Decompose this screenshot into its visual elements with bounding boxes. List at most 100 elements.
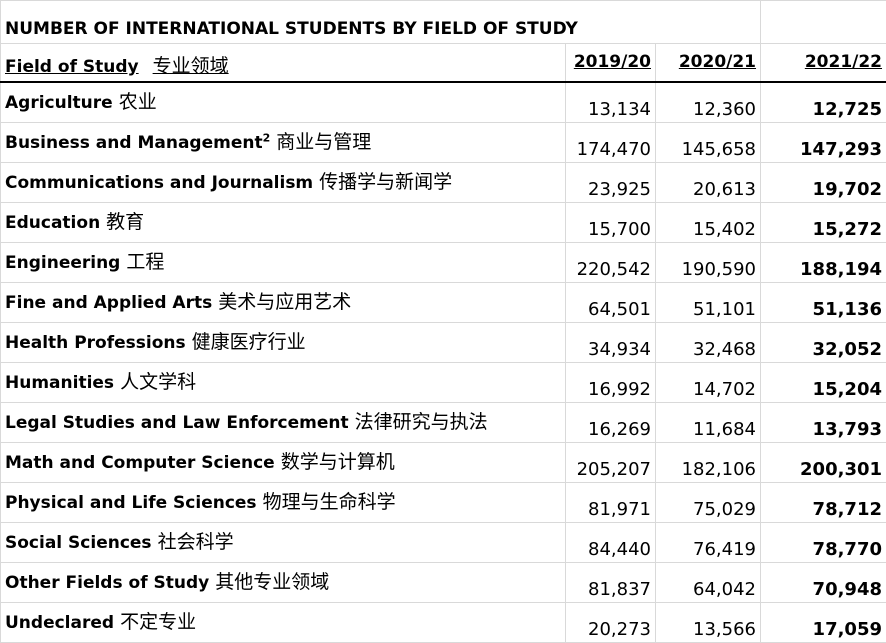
value-2021-22[interactable]: 12,725 xyxy=(761,82,886,123)
field-name-cn: 人文学科 xyxy=(120,371,196,393)
field-name-en: Math and Computer Science xyxy=(5,453,275,473)
field-name-cn: 教育 xyxy=(106,211,144,233)
value-2020-21[interactable]: 75,029 xyxy=(656,483,761,523)
field-name-en: Health Professions xyxy=(5,333,186,353)
value-2019-20[interactable]: 81,837 xyxy=(566,563,656,603)
field-name-en: Other Fields of Study xyxy=(5,573,209,593)
field-name-en: Undeclared xyxy=(5,613,114,633)
field-name-cn: 其他专业领域 xyxy=(215,571,329,593)
value-2021-22[interactable]: 147,293 xyxy=(761,123,886,163)
value-2020-21[interactable]: 64,042 xyxy=(656,563,761,603)
value-2020-21[interactable]: 145,658 xyxy=(656,123,761,163)
value-2019-20[interactable]: 23,925 xyxy=(566,163,656,203)
value-2021-22[interactable]: 15,204 xyxy=(761,363,886,403)
value-2019-20[interactable]: 13,134 xyxy=(566,82,656,123)
value-2019-20[interactable]: 15,700 xyxy=(566,203,656,243)
field-name-en: Legal Studies and Law Enforcement xyxy=(5,413,349,433)
field-name-en: Education xyxy=(5,213,100,233)
field-cell[interactable]: Humanities 人文学科 xyxy=(1,363,566,403)
value-2021-22[interactable]: 78,770 xyxy=(761,523,886,563)
value-2020-21[interactable]: 51,101 xyxy=(656,283,761,323)
field-cell[interactable]: Engineering 工程 xyxy=(1,243,566,283)
field-cell[interactable]: Physical and Life Sciences 物理与生命科学 xyxy=(1,483,566,523)
title-row: NUMBER OF INTERNATIONAL STUDENTS BY FIEL… xyxy=(1,1,886,44)
field-name-cn: 工程 xyxy=(126,251,164,273)
field-cell[interactable]: Fine and Applied Arts 美术与应用艺术 xyxy=(1,283,566,323)
field-name-cn: 物理与生命科学 xyxy=(263,491,396,513)
value-2021-22[interactable]: 188,194 xyxy=(761,243,886,283)
field-name-en: Engineering xyxy=(5,253,120,273)
field-name-en: Social Sciences xyxy=(5,533,152,553)
value-2019-20[interactable]: 220,542 xyxy=(566,243,656,283)
field-cell[interactable]: Math and Computer Science 数学与计算机 xyxy=(1,443,566,483)
value-2020-21[interactable]: 32,468 xyxy=(656,323,761,363)
value-2019-20[interactable]: 205,207 xyxy=(566,443,656,483)
field-cell[interactable]: Education 教育 xyxy=(1,203,566,243)
field-name-cn: 数学与计算机 xyxy=(281,451,395,473)
field-name-en: Humanities xyxy=(5,373,114,393)
header-year-2019[interactable]: 2019/20 xyxy=(566,44,656,83)
value-2019-20[interactable]: 16,992 xyxy=(566,363,656,403)
field-name-cn: 农业 xyxy=(119,91,157,113)
field-cell[interactable]: Other Fields of Study 其他专业领域 xyxy=(1,563,566,603)
value-2019-20[interactable]: 81,971 xyxy=(566,483,656,523)
value-2020-21[interactable]: 11,684 xyxy=(656,403,761,443)
header-year-2021[interactable]: 2021/22 xyxy=(761,44,886,83)
value-2021-22[interactable]: 78,712 xyxy=(761,483,886,523)
field-name-en: Business and Management xyxy=(5,133,263,153)
value-2019-20[interactable]: 64,501 xyxy=(566,283,656,323)
value-2020-21[interactable]: 20,613 xyxy=(656,163,761,203)
empty-cell[interactable] xyxy=(761,1,886,44)
value-2019-20[interactable]: 34,934 xyxy=(566,323,656,363)
value-2021-22[interactable]: 51,136 xyxy=(761,283,886,323)
field-name-cn: 健康医疗行业 xyxy=(192,331,306,353)
value-2020-21[interactable]: 182,106 xyxy=(656,443,761,483)
value-2019-20[interactable]: 20,273 xyxy=(566,603,656,643)
value-2021-22[interactable]: 17,059 xyxy=(761,603,886,643)
value-2020-21[interactable]: 14,702 xyxy=(656,363,761,403)
value-2019-20[interactable]: 174,470 xyxy=(566,123,656,163)
value-2020-21[interactable]: 190,590 xyxy=(656,243,761,283)
value-2020-21[interactable]: 12,360 xyxy=(656,82,761,123)
header-field-en: Field of Study xyxy=(5,57,139,77)
value-2020-21[interactable]: 76,419 xyxy=(656,523,761,563)
field-cell[interactable]: Social Sciences 社会科学 xyxy=(1,523,566,563)
value-2021-22[interactable]: 15,272 xyxy=(761,203,886,243)
field-cell[interactable]: Health Professions 健康医疗行业 xyxy=(1,323,566,363)
value-2019-20[interactable]: 16,269 xyxy=(566,403,656,443)
footnote-marker: 2 xyxy=(263,131,271,144)
value-2021-22[interactable]: 32,052 xyxy=(761,323,886,363)
field-name-en: Agriculture xyxy=(5,93,113,113)
field-name-en: Physical and Life Sciences xyxy=(5,493,257,513)
header-year-2020[interactable]: 2020/21 xyxy=(656,44,761,83)
value-2020-21[interactable]: 15,402 xyxy=(656,203,761,243)
value-2021-22[interactable]: 19,702 xyxy=(761,163,886,203)
value-2021-22[interactable]: 13,793 xyxy=(761,403,886,443)
value-2019-20[interactable]: 84,440 xyxy=(566,523,656,563)
value-2021-22[interactable]: 200,301 xyxy=(761,443,886,483)
field-name-cn: 社会科学 xyxy=(158,531,234,553)
field-name-en: Fine and Applied Arts xyxy=(5,293,212,313)
field-name-cn: 美术与应用艺术 xyxy=(218,291,351,313)
table-title[interactable]: NUMBER OF INTERNATIONAL STUDENTS BY FIEL… xyxy=(1,1,761,44)
value-2021-22[interactable]: 70,948 xyxy=(761,563,886,603)
field-cell[interactable]: Agriculture 农业 xyxy=(1,82,566,123)
value-2020-21[interactable]: 13,566 xyxy=(656,603,761,643)
